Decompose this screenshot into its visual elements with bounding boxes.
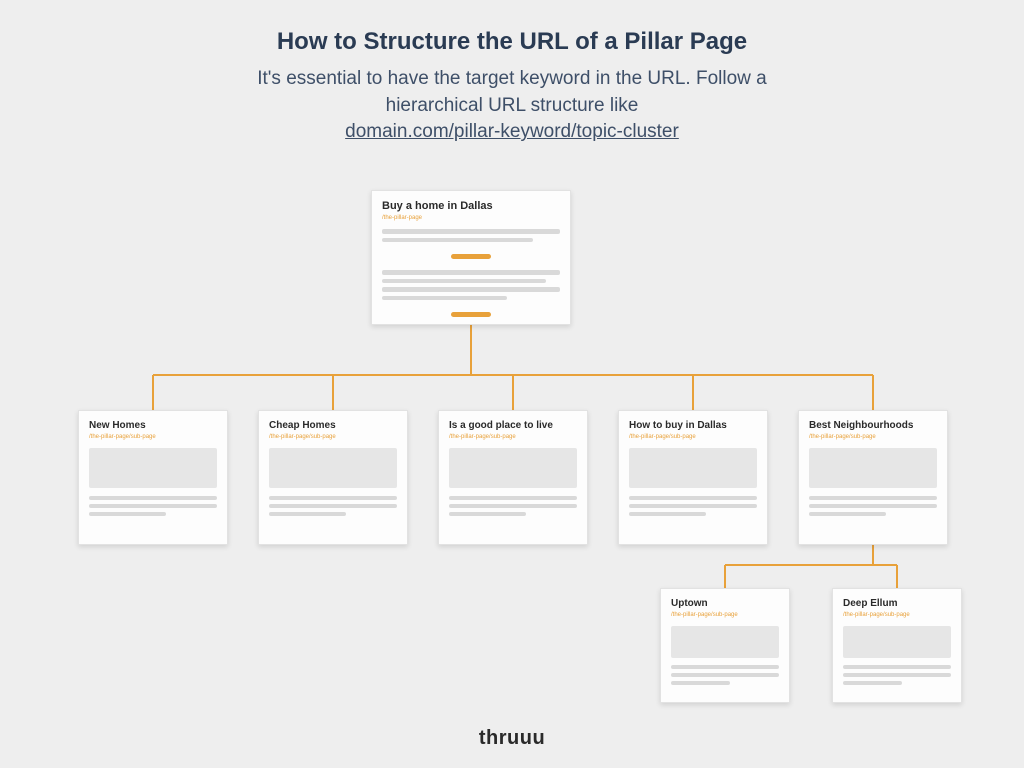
cluster-card: Cheap Homes /the-pillar-page/sub-page <box>258 410 408 545</box>
subtitle-line2: hierarchical URL structure like <box>386 95 639 116</box>
subcluster-card-subtitle: /the-pillar-page/sub-page <box>843 612 951 618</box>
cluster-card: Best Neighbourhoods /the-pillar-page/sub… <box>798 410 948 545</box>
subcluster-card-title: Deep Ellum <box>843 598 951 609</box>
pillar-card: Buy a home in Dallas /the-pillar-page <box>371 190 571 325</box>
pillar-card-title: Buy a home in Dallas <box>382 200 560 212</box>
subtitle-line1: It's essential to have the target keywor… <box>257 68 767 89</box>
cluster-card: Is a good place to live /the-pillar-page… <box>438 410 588 545</box>
header: How to Structure the URL of a Pillar Pag… <box>0 0 1024 146</box>
cluster-card-title: Cheap Homes <box>269 420 397 431</box>
subcluster-card-subtitle: /the-pillar-page/sub-page <box>671 612 779 618</box>
cluster-card-title: How to buy in Dallas <box>629 420 757 431</box>
page-subtitle: It's essential to have the target keywor… <box>192 66 832 146</box>
subcluster-card-title: Uptown <box>671 598 779 609</box>
cluster-card-subtitle: /the-pillar-page/sub-page <box>269 434 397 440</box>
pillar-card-subtitle: /the-pillar-page <box>382 215 560 221</box>
subcluster-card: Uptown /the-pillar-page/sub-page <box>660 588 790 703</box>
cluster-card-title: New Homes <box>89 420 217 431</box>
cluster-card: New Homes /the-pillar-page/sub-page <box>78 410 228 545</box>
cluster-card-subtitle: /the-pillar-page/sub-page <box>809 434 937 440</box>
brand-logo: thruuu <box>0 727 1024 750</box>
cluster-card-title: Is a good place to live <box>449 420 577 431</box>
cluster-card-subtitle: /the-pillar-page/sub-page <box>629 434 757 440</box>
subcluster-card: Deep Ellum /the-pillar-page/sub-page <box>832 588 962 703</box>
cluster-card: How to buy in Dallas /the-pillar-page/su… <box>618 410 768 545</box>
cluster-card-subtitle: /the-pillar-page/sub-page <box>449 434 577 440</box>
subtitle-url: domain.com/pillar-keyword/topic-cluster <box>345 121 679 142</box>
cluster-card-subtitle: /the-pillar-page/sub-page <box>89 434 217 440</box>
page-title: How to Structure the URL of a Pillar Pag… <box>0 28 1024 56</box>
cluster-card-title: Best Neighbourhoods <box>809 420 937 431</box>
